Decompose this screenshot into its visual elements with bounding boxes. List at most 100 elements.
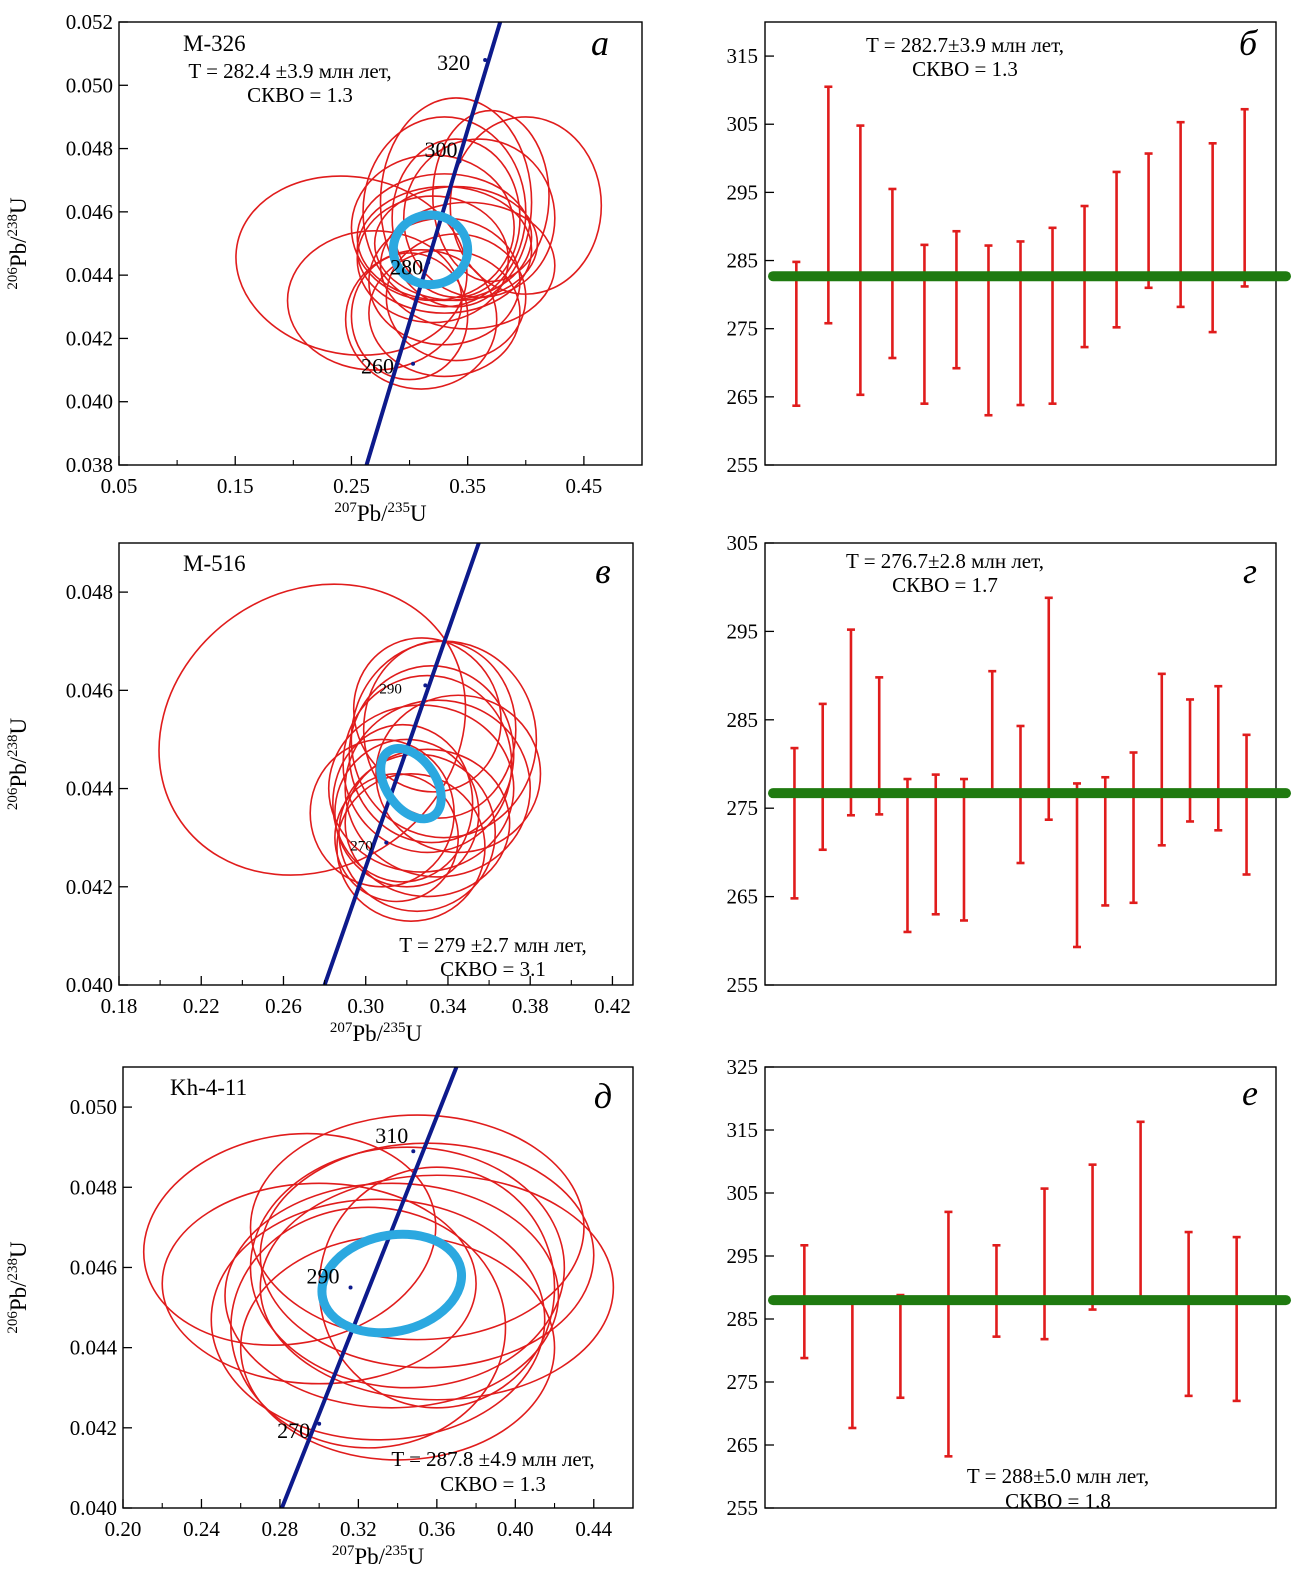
age-error-bar-8 — [1136, 1120, 1145, 1300]
y-tick-label: 315 — [727, 44, 759, 68]
x-tick-label: 0.18 — [101, 994, 138, 1018]
plot-frame — [122, 1066, 634, 1509]
y-tick-label: 0.048 — [70, 1175, 117, 1199]
panel-letter: а — [591, 23, 609, 63]
age-error-bar-8 — [988, 669, 997, 792]
age-error-bar-16 — [1214, 684, 1223, 832]
concordia-age-label-320: 320 — [437, 50, 470, 75]
concordia-age-label-290: 290 — [307, 1264, 340, 1289]
x-axis-label: 207Pb/235U — [332, 1543, 425, 1569]
concordia-age-mark-320 — [483, 57, 488, 62]
x-tick-label: 0.15 — [217, 474, 254, 498]
age-error-bar-4 — [944, 1210, 953, 1458]
age-error-bar-8 — [1016, 240, 1025, 407]
error-ellipse-3 — [379, 97, 533, 308]
age-error-bar-6 — [952, 229, 961, 370]
error-ellipse-18 — [344, 249, 498, 390]
plot-area — [158, 543, 542, 985]
svg-text:207Pb/235U: 207Pb/235U — [332, 1543, 425, 1569]
concordia-curve — [280, 1067, 459, 1508]
y-tick-label: 255 — [727, 973, 759, 997]
age-error-bar-14 — [1208, 142, 1217, 334]
plot-frame — [118, 542, 634, 986]
x-tick-label: 0.40 — [497, 1517, 534, 1541]
sample-id: Kh-4-11 — [170, 1075, 247, 1100]
y-tick-label: 275 — [727, 796, 759, 820]
y-tick-label: 0.046 — [66, 678, 113, 702]
concordia-age-label-270: 270 — [277, 1418, 310, 1443]
error-ellipse-12 — [356, 195, 510, 324]
y-tick-label: 0.046 — [66, 200, 113, 224]
error-ellipse-12 — [336, 773, 486, 922]
y-axis-label: 206Pb/238U — [5, 717, 31, 810]
x-tick-label: 0.45 — [566, 474, 603, 498]
x-tick-label: 0.44 — [575, 1517, 612, 1541]
error-ellipse-7 — [210, 1198, 546, 1441]
x-axis-label: 207Pb/235U — [334, 500, 427, 526]
age-annotation: T = 279 ±2.7 млн лет, — [399, 933, 586, 957]
error-ellipse-13 — [379, 201, 556, 330]
concordia-age-mark-270 — [317, 1421, 322, 1426]
age-annotation: T = 287.8 ±4.9 млн лет, — [391, 1447, 594, 1471]
age-error-bar-15 — [1186, 698, 1195, 823]
error-ellipse-15 — [332, 723, 474, 883]
error-ellipse-10 — [334, 738, 480, 888]
y-tick-label: 295 — [727, 1244, 759, 1268]
mswd-annotation: СКВО = 3.1 — [440, 957, 546, 981]
concordia-age-mark-270 — [384, 840, 389, 845]
error-ellipse-5 — [348, 664, 515, 844]
age-error-bar-12 — [1101, 775, 1110, 907]
concordia-age-mark-280 — [426, 260, 431, 265]
mswd-annotation: СКВО = 1.8 — [1005, 1489, 1111, 1513]
age-error-bar-5 — [992, 1243, 1001, 1338]
y-tick-label: 305 — [727, 1181, 759, 1205]
concordia-age-ellipse — [388, 210, 473, 290]
error-ellipse-17 — [368, 249, 521, 378]
y-tick-label: 0.040 — [66, 973, 113, 997]
y-tick-label: 285 — [727, 1307, 759, 1331]
y-tick-label: 305 — [727, 531, 759, 555]
y-tick-label: 0.042 — [70, 1416, 117, 1440]
age-error-bar-17 — [1242, 733, 1251, 876]
panel-letter: б — [1239, 23, 1259, 63]
error-ellipse-4 — [362, 640, 517, 819]
age-error-bar-2 — [824, 85, 833, 325]
svg-text:207Pb/235U: 207Pb/235U — [334, 500, 427, 526]
age-error-bar-1 — [792, 260, 801, 408]
y-tick-label: 0.048 — [66, 137, 113, 161]
error-ellipse-1 — [235, 175, 468, 357]
x-tick-label: 0.36 — [418, 1517, 455, 1541]
y-tick-label: 255 — [727, 453, 759, 477]
y-tick-label: 275 — [727, 317, 759, 341]
error-ellipse-2 — [249, 1114, 585, 1341]
age-error-bar-9 — [1184, 1230, 1193, 1398]
x-tick-label: 0.05 — [101, 474, 138, 498]
y-tick-label: 305 — [727, 112, 759, 136]
age-error-bar-2 — [818, 702, 827, 852]
concordia-age-label-280: 280 — [390, 254, 423, 279]
age-error-bar-11 — [1073, 782, 1082, 949]
svg-text:206Pb/238U: 206Pb/238U — [5, 717, 31, 810]
concordia-panel-c: 270 290 0.040 0.042 0.044 0.046 0.048 0.18 0.22 0… — [5, 542, 634, 1046]
error-ellipse-14 — [286, 230, 463, 371]
error-ellipse-6 — [224, 1182, 560, 1409]
x-tick-label: 0.26 — [265, 994, 302, 1018]
y-tick-label: 0.050 — [66, 73, 113, 97]
mswd-annotation: СКВО = 1.3 — [912, 57, 1018, 81]
y-axis-label: 206Pb/238U — [5, 1241, 31, 1334]
x-tick-label: 0.35 — [449, 474, 486, 498]
concordia-age-label-310: 310 — [375, 1123, 408, 1148]
panel-letter: д — [594, 1076, 612, 1116]
age-annotation: T = 282.7±3.9 млн лет, — [866, 33, 1064, 57]
weighted-mean-panel-f: 255 265 275 285 295 305 315 325 е T = 288±5.0 млн… — [727, 1055, 1291, 1520]
y-tick-label: 0.042 — [66, 326, 113, 350]
concordia-curve — [364, 22, 503, 465]
x-tick-label: 0.38 — [512, 994, 549, 1018]
y-tick-label: 255 — [727, 1496, 759, 1520]
error-ellipse-4 — [259, 1174, 615, 1401]
y-tick-label: 0.044 — [66, 777, 114, 801]
x-tick-label: 0.20 — [105, 1517, 142, 1541]
plot-area — [235, 22, 603, 465]
error-ellipse-8 — [318, 1166, 556, 1409]
plot-frame — [764, 1066, 1277, 1509]
